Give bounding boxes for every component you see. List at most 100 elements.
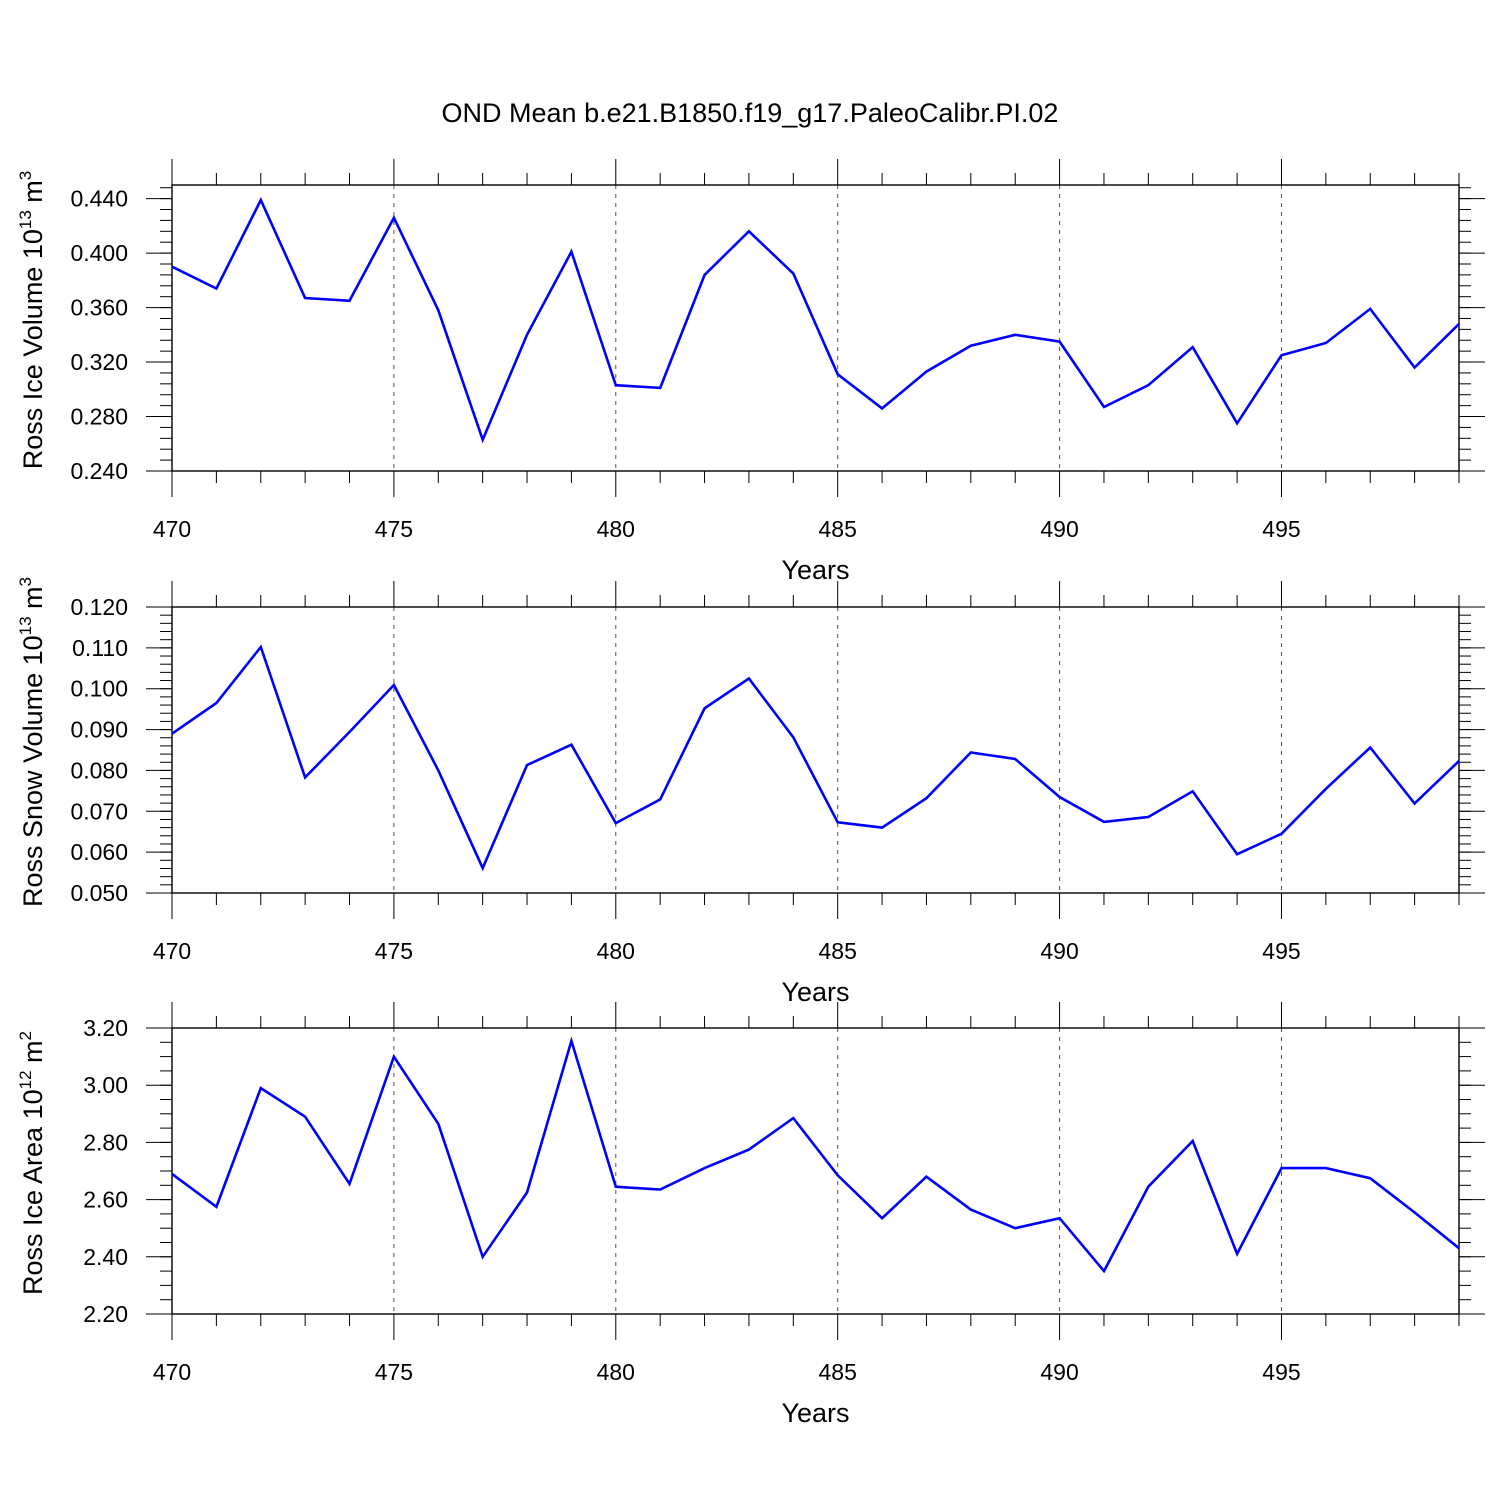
data-point (970, 345, 972, 347)
data-point (748, 230, 750, 232)
data-point (615, 822, 617, 824)
data-point (1458, 1247, 1460, 1249)
data-point (437, 769, 439, 771)
y-tick-label: 0.050 (70, 880, 128, 906)
data-point (1458, 323, 1460, 325)
data-point (792, 272, 794, 274)
data-point (792, 1117, 794, 1119)
data-point (1192, 1140, 1194, 1142)
data-point (481, 438, 483, 440)
y-axis-label-text: Ross Ice Area 10 (18, 1089, 48, 1295)
data-point (1280, 833, 1282, 835)
data-point (171, 732, 173, 734)
data-point (659, 798, 661, 800)
y-tick-label: 0.070 (70, 798, 128, 824)
y-tick-label: 0.240 (70, 458, 128, 484)
data-point (260, 199, 262, 201)
x-tick-label: 480 (597, 516, 635, 542)
y-tick-label: 0.060 (70, 839, 128, 865)
y-tick-label: 2.40 (83, 1244, 128, 1270)
y-axis-label: Ross Ice Volume 1013 m3 (16, 171, 48, 470)
data-point (1014, 1227, 1016, 1229)
data-point (215, 1206, 217, 1208)
x-tick-label: 490 (1040, 1359, 1078, 1385)
data-point (1413, 1211, 1415, 1213)
data-point (748, 677, 750, 679)
x-tick-label: 475 (375, 938, 413, 964)
data-point (260, 1087, 262, 1089)
data-point (437, 1123, 439, 1125)
y-tick-label: 0.400 (70, 240, 128, 266)
data-point (881, 1217, 883, 1219)
data-point (925, 370, 927, 372)
data-point (1236, 422, 1238, 424)
data-point (703, 274, 705, 276)
data-point (970, 751, 972, 753)
data-point (659, 387, 661, 389)
y-tick-label: 2.60 (83, 1187, 128, 1213)
data-point (1325, 342, 1327, 344)
x-axis-label: Years (781, 1398, 849, 1428)
data-point (1325, 1167, 1327, 1169)
data-point (836, 1174, 838, 1176)
data-point (1236, 1253, 1238, 1255)
x-tick-label: 495 (1262, 1359, 1300, 1385)
data-point (570, 251, 572, 253)
data-point (836, 373, 838, 375)
y-tick-label: 0.440 (70, 186, 128, 212)
data-point (215, 702, 217, 704)
data-point (792, 736, 794, 738)
y-axis-label-text: m (18, 586, 48, 616)
data-point (1147, 816, 1149, 818)
x-tick-label: 495 (1262, 516, 1300, 542)
data-point (1192, 346, 1194, 348)
y-axis-label-superscript: 13 (16, 210, 35, 229)
plot-frame (171, 184, 1460, 472)
data-point (1147, 384, 1149, 386)
y-axis-label-text: m (18, 1040, 48, 1070)
y-axis-label: Ross Ice Area 1012 m2 (16, 1031, 48, 1295)
y-tick-label: 0.100 (70, 676, 128, 702)
x-tick-label: 470 (153, 516, 191, 542)
x-tick-label: 475 (375, 1359, 413, 1385)
data-point (1192, 790, 1194, 792)
data-point (1236, 853, 1238, 855)
data-point (1458, 760, 1460, 762)
data-point (1369, 308, 1371, 310)
y-tick-label: 0.280 (70, 404, 128, 430)
x-tick-label: 485 (819, 516, 857, 542)
x-tick-label: 480 (597, 938, 635, 964)
data-point (925, 1176, 927, 1178)
data-point (1103, 1270, 1105, 1272)
data-point (526, 334, 528, 336)
data-point (171, 266, 173, 268)
data-point (348, 1183, 350, 1185)
y-axis-label-superscript: 13 (16, 616, 35, 635)
data-point (1103, 406, 1105, 408)
y-tick-label: 0.110 (72, 635, 128, 661)
data-point (481, 1256, 483, 1258)
data-point (437, 309, 439, 311)
y-tick-label: 0.080 (70, 757, 128, 783)
data-point (1058, 796, 1060, 798)
data-point (1147, 1186, 1149, 1188)
data-point (171, 1173, 173, 1175)
y-axis-label-text: m (18, 180, 48, 210)
data-point (348, 300, 350, 302)
plot-frame (171, 606, 1460, 894)
data-point (615, 1186, 617, 1188)
data-point (836, 821, 838, 823)
data-point (1280, 1167, 1282, 1169)
y-tick-label: 0.090 (70, 717, 128, 743)
data-point (970, 1208, 972, 1210)
y-tick-label: 0.120 (70, 594, 128, 620)
panel-1: 470 475 480 485 490 495 0.240 0.280 0.320 0.360 0.… (16, 159, 1485, 585)
data-point (215, 287, 217, 289)
data-point (393, 1055, 395, 1057)
x-tick-label: 470 (153, 938, 191, 964)
y-axis-label-text: Ross Snow Volume 10 (18, 635, 48, 907)
x-tick-label: 495 (1262, 938, 1300, 964)
data-point (304, 297, 306, 299)
